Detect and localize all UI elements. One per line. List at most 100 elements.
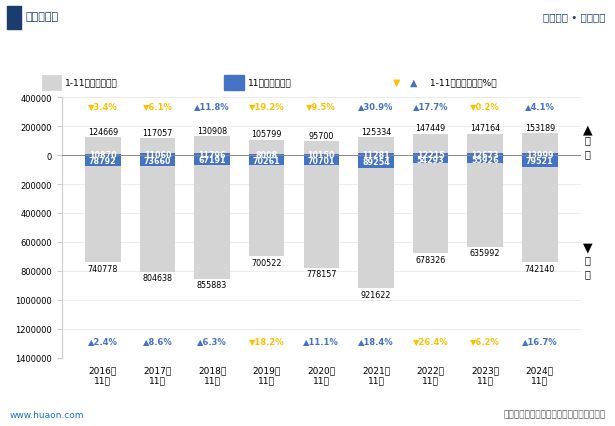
Text: ▲: ▲ bbox=[410, 78, 418, 88]
Text: 117057: 117057 bbox=[142, 129, 173, 138]
Text: 67191: 67191 bbox=[199, 156, 226, 165]
Text: ▼6.2%: ▼6.2% bbox=[470, 337, 500, 345]
Text: ▼9.5%: ▼9.5% bbox=[306, 102, 336, 111]
Bar bbox=[194, 156, 230, 165]
Text: 79521: 79521 bbox=[526, 157, 554, 166]
Bar bbox=[140, 156, 175, 167]
Text: 进
口: 进 口 bbox=[584, 254, 590, 278]
Text: 73660: 73660 bbox=[144, 156, 171, 166]
Text: 95700: 95700 bbox=[309, 132, 334, 141]
Text: ▲11.1%: ▲11.1% bbox=[303, 337, 339, 345]
Bar bbox=[140, 156, 175, 272]
Text: 55926: 55926 bbox=[471, 155, 499, 164]
Text: 147164: 147164 bbox=[470, 124, 500, 133]
Text: 855883: 855883 bbox=[197, 281, 227, 290]
Text: ▲16.7%: ▲16.7% bbox=[522, 337, 558, 345]
Text: 1-11月同比增速（%）: 1-11月同比增速（%） bbox=[427, 78, 496, 87]
Text: ▲30.9%: ▲30.9% bbox=[359, 102, 394, 111]
Text: 635992: 635992 bbox=[470, 249, 501, 258]
Text: ▲8.6%: ▲8.6% bbox=[143, 337, 172, 345]
Bar bbox=[194, 137, 230, 156]
Bar bbox=[358, 138, 394, 156]
Text: 1-11月（万美元）: 1-11月（万美元） bbox=[65, 78, 118, 87]
Bar bbox=[304, 156, 339, 166]
Text: 130908: 130908 bbox=[197, 127, 227, 135]
Text: ▼18.2%: ▼18.2% bbox=[249, 337, 285, 345]
Bar bbox=[522, 154, 558, 156]
Text: 13999: 13999 bbox=[526, 150, 554, 159]
Bar bbox=[85, 156, 121, 167]
Bar bbox=[304, 154, 339, 156]
Bar bbox=[413, 156, 448, 253]
Bar bbox=[224, 76, 244, 91]
Text: ▼6.1%: ▼6.1% bbox=[143, 102, 172, 111]
Text: 12215: 12215 bbox=[417, 150, 445, 159]
Text: 678326: 678326 bbox=[416, 255, 446, 264]
Text: 124669: 124669 bbox=[88, 127, 118, 136]
Text: ▲6.3%: ▲6.3% bbox=[197, 337, 227, 345]
Text: ▼: ▼ bbox=[582, 241, 592, 253]
Text: 54293: 54293 bbox=[417, 155, 445, 164]
Bar bbox=[522, 156, 558, 263]
Text: 11281: 11281 bbox=[362, 150, 390, 159]
Text: 10870: 10870 bbox=[89, 150, 117, 159]
Bar bbox=[358, 156, 394, 289]
Text: 105799: 105799 bbox=[252, 130, 282, 139]
Text: 89254: 89254 bbox=[362, 158, 390, 167]
Text: ▼3.4%: ▼3.4% bbox=[88, 102, 117, 111]
Bar bbox=[249, 155, 285, 156]
Bar bbox=[413, 156, 448, 164]
Text: ▲18.4%: ▲18.4% bbox=[358, 337, 394, 345]
Text: 11月（万美元）: 11月（万美元） bbox=[248, 78, 292, 87]
Text: 专业严谨 • 客观科学: 专业严谨 • 客观科学 bbox=[543, 12, 606, 22]
FancyBboxPatch shape bbox=[7, 7, 21, 30]
Text: 740778: 740778 bbox=[88, 264, 118, 273]
Bar bbox=[467, 135, 503, 156]
Text: 125334: 125334 bbox=[361, 127, 391, 136]
Bar bbox=[413, 154, 448, 156]
Text: 70261: 70261 bbox=[253, 156, 280, 165]
Bar bbox=[85, 138, 121, 156]
Text: www.huaon.com: www.huaon.com bbox=[9, 410, 84, 419]
Text: ▼26.4%: ▼26.4% bbox=[413, 337, 448, 345]
Text: 742140: 742140 bbox=[525, 264, 555, 273]
Bar bbox=[358, 156, 394, 169]
Text: ▲2.4%: ▲2.4% bbox=[88, 337, 118, 345]
Text: 华经情报网: 华经情报网 bbox=[26, 12, 59, 22]
Text: 10150: 10150 bbox=[308, 150, 335, 159]
Bar bbox=[304, 142, 339, 156]
Bar bbox=[249, 141, 285, 156]
Text: ▼0.2%: ▼0.2% bbox=[470, 102, 500, 111]
Text: ▼19.2%: ▼19.2% bbox=[249, 102, 285, 111]
Text: 出
口: 出 口 bbox=[584, 135, 590, 159]
Bar bbox=[467, 156, 503, 248]
Text: 921622: 921622 bbox=[361, 290, 391, 299]
Text: ▲: ▲ bbox=[582, 124, 592, 136]
Bar bbox=[249, 156, 285, 257]
Bar bbox=[413, 135, 448, 156]
Bar bbox=[467, 156, 503, 164]
Bar bbox=[467, 154, 503, 156]
Text: 12673: 12673 bbox=[471, 150, 499, 159]
Bar bbox=[304, 156, 339, 268]
Text: 147449: 147449 bbox=[416, 124, 446, 133]
Text: ▲17.7%: ▲17.7% bbox=[413, 102, 448, 111]
Bar bbox=[249, 156, 285, 166]
Bar bbox=[140, 139, 175, 156]
Bar bbox=[358, 154, 394, 156]
Text: 778157: 778157 bbox=[306, 269, 336, 278]
Bar bbox=[194, 156, 230, 279]
Text: ▼: ▼ bbox=[394, 78, 401, 88]
Text: ▲11.8%: ▲11.8% bbox=[194, 102, 230, 111]
Text: ▲4.1%: ▲4.1% bbox=[525, 102, 555, 111]
Text: 804638: 804638 bbox=[143, 273, 172, 282]
Text: 11796: 11796 bbox=[199, 150, 226, 159]
Text: 11060: 11060 bbox=[144, 150, 171, 159]
Bar bbox=[85, 154, 121, 156]
Bar bbox=[522, 156, 558, 167]
Bar bbox=[42, 76, 62, 91]
Text: 700522: 700522 bbox=[252, 258, 282, 267]
Text: 78792: 78792 bbox=[89, 157, 117, 166]
Bar bbox=[140, 154, 175, 156]
Text: 70701: 70701 bbox=[308, 156, 335, 165]
